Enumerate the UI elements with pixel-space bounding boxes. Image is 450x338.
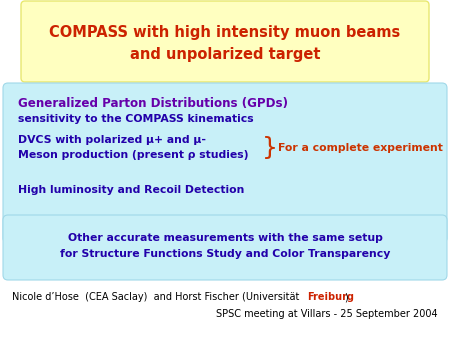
Text: COMPASS with high intensity muon beams: COMPASS with high intensity muon beams [50, 24, 400, 40]
Text: Generalized Parton Distributions (GPDs): Generalized Parton Distributions (GPDs) [18, 97, 288, 111]
FancyBboxPatch shape [21, 1, 429, 82]
Text: DVCS with polarized μ+ and μ-: DVCS with polarized μ+ and μ- [18, 135, 206, 145]
FancyBboxPatch shape [3, 83, 447, 243]
Text: High luminosity and Recoil Detection: High luminosity and Recoil Detection [18, 185, 244, 195]
Text: For a complete experiment: For a complete experiment [278, 143, 443, 153]
Text: SPSC meeting at Villars - 25 September 2004: SPSC meeting at Villars - 25 September 2… [216, 309, 438, 319]
Text: Freiburg: Freiburg [307, 292, 354, 302]
Text: Other accurate measurements with the same setup: Other accurate measurements with the sam… [68, 233, 382, 243]
FancyBboxPatch shape [3, 215, 447, 280]
Text: Meson production (present ρ studies): Meson production (present ρ studies) [18, 150, 248, 160]
Text: Nicole d’Hose  (CEA Saclay)  and Horst Fischer (Universität: Nicole d’Hose (CEA Saclay) and Horst Fis… [12, 292, 302, 302]
Text: for Structure Functions Study and Color Transparency: for Structure Functions Study and Color … [60, 249, 390, 259]
Text: }: } [262, 136, 278, 160]
Text: sensitivity to the COMPASS kinematics: sensitivity to the COMPASS kinematics [18, 114, 254, 124]
Text: ): ) [344, 292, 348, 302]
Text: and unpolarized target: and unpolarized target [130, 48, 320, 63]
